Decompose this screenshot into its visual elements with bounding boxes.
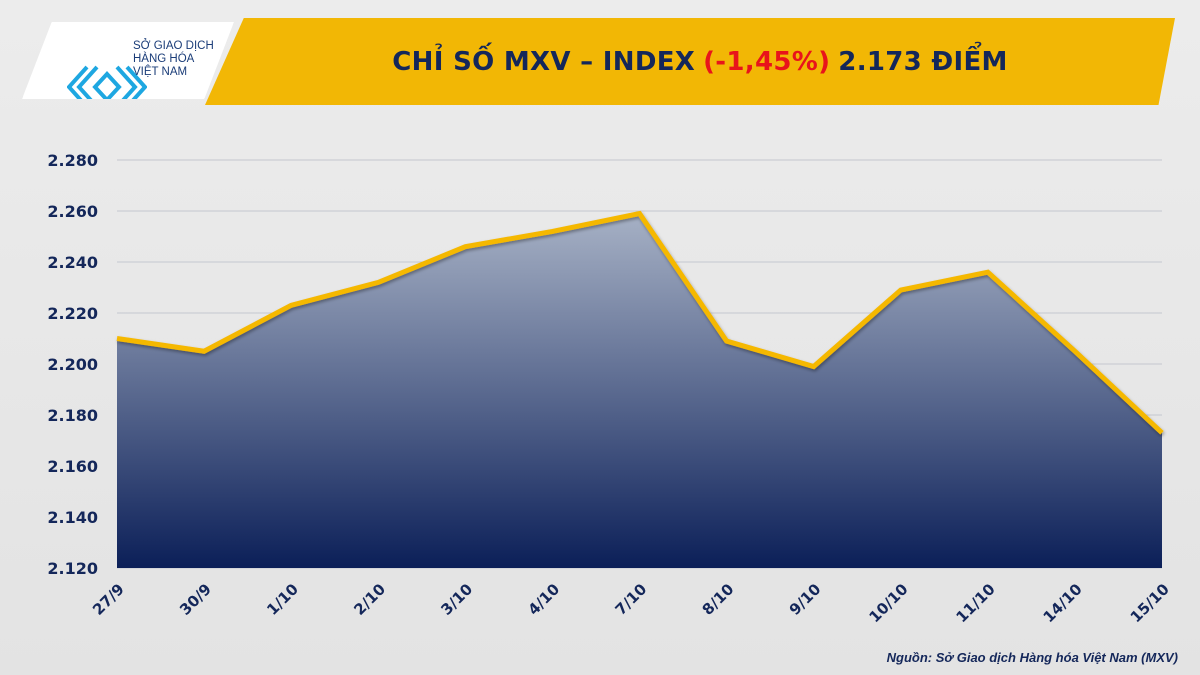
x-tick-label: 2/10 bbox=[350, 580, 389, 619]
y-tick-label: 2.140 bbox=[47, 508, 98, 527]
x-tick-label: 30/9 bbox=[176, 580, 215, 619]
logo-mark-icon bbox=[67, 65, 147, 99]
logo-line: HÀNG HÓA bbox=[133, 53, 195, 65]
x-tick-label: 1/10 bbox=[263, 580, 302, 619]
y-tick-label: 2.280 bbox=[47, 151, 98, 170]
logo-text: SỞ GIAO DỊCH HÀNG HÓA VIỆT NAM bbox=[133, 40, 214, 79]
x-tick-label: 27/9 bbox=[89, 580, 128, 619]
y-tick-label: 2.240 bbox=[47, 253, 98, 272]
title-banner bbox=[205, 18, 1175, 105]
x-tick-label: 10/10 bbox=[865, 580, 911, 626]
chart-title: CHỈ SỐ MXV – INDEX (-1,45%) 2.173 ĐIỂM bbox=[260, 18, 1140, 105]
x-tick-label: 9/10 bbox=[786, 580, 825, 619]
logo-line: VIỆT NAM bbox=[133, 66, 188, 78]
x-tick-label: 7/10 bbox=[612, 580, 651, 619]
x-tick-label: 11/10 bbox=[953, 580, 999, 626]
title-change: (-1,45%) bbox=[703, 46, 831, 77]
x-tick-label: 15/10 bbox=[1127, 580, 1173, 626]
logo bbox=[22, 22, 234, 99]
y-tick-label: 2.160 bbox=[47, 457, 98, 476]
title-suffix: 2.173 ĐIỂM bbox=[838, 46, 1008, 77]
x-tick-label: 3/10 bbox=[437, 580, 476, 619]
logo-line: SỞ GIAO DỊCH bbox=[133, 40, 214, 52]
x-tick-label: 4/10 bbox=[524, 580, 563, 619]
y-tick-label: 2.120 bbox=[47, 559, 98, 578]
title-prefix: CHỈ SỐ MXV – INDEX bbox=[392, 46, 696, 77]
y-tick-label: 2.260 bbox=[47, 202, 98, 221]
x-tick-label: 14/10 bbox=[1040, 580, 1086, 626]
x-tick-label: 8/10 bbox=[699, 580, 738, 619]
y-tick-label: 2.180 bbox=[47, 406, 98, 425]
y-tick-label: 2.200 bbox=[47, 355, 98, 374]
y-tick-label: 2.220 bbox=[47, 304, 98, 323]
area-fill bbox=[117, 213, 1162, 569]
source-note: Nguồn: Sở Giao dịch Hàng hóa Việt Nam (M… bbox=[886, 650, 1178, 665]
